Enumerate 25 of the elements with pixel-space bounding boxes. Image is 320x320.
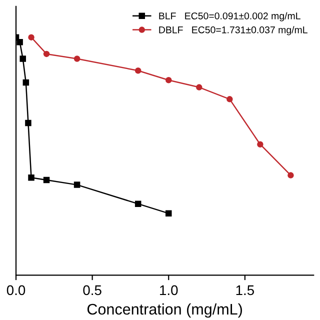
- point: [74, 56, 80, 62]
- point: [196, 84, 202, 90]
- point: [22, 79, 30, 86]
- point: [20, 56, 26, 62]
- point: [16, 38, 23, 46]
- point: [74, 182, 80, 188]
- legend-label: DBLF EC50=1.731±0.037 mg/mL: [159, 26, 308, 36]
- x-tick-label: 0.0: [6, 285, 26, 296]
- point: [28, 34, 34, 40]
- point: [134, 68, 142, 74]
- point: [257, 141, 264, 148]
- point: [165, 77, 172, 84]
- point: [25, 120, 32, 126]
- point: [165, 210, 172, 216]
- point: [28, 174, 34, 181]
- legend-label: BLF EC50=0.091±0.002 mg/mL: [159, 12, 300, 22]
- point: [43, 50, 50, 58]
- x-tick-label: 0.5: [83, 285, 102, 296]
- x-tick-label: 1.5: [236, 285, 254, 296]
- x-axis-title: Concentration (mg/mL): [87, 303, 242, 318]
- point: [43, 176, 50, 184]
- point: [134, 200, 142, 207]
- x-tick-label: 1.0: [160, 285, 178, 296]
- point: [226, 96, 233, 102]
- point: [288, 172, 294, 178]
